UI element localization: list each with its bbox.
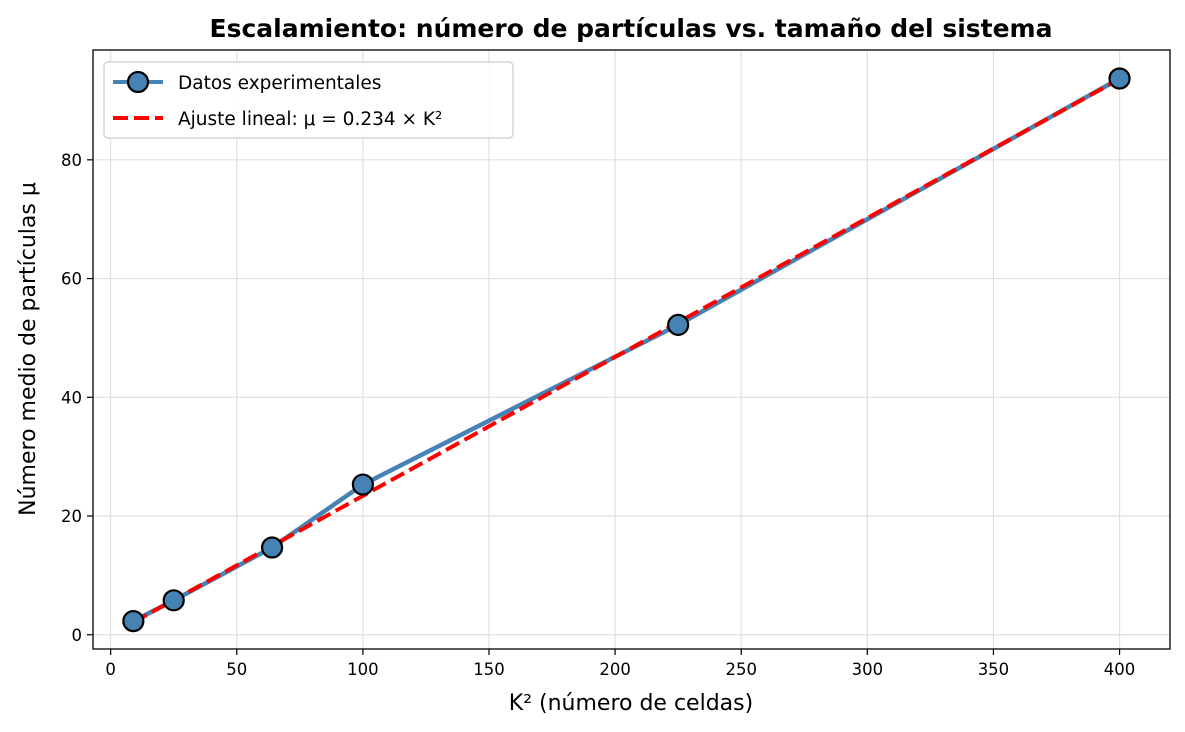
legend-box <box>103 61 514 139</box>
legend-label-fit: Ajuste lineal: μ = 0.234 × K² <box>178 109 442 130</box>
x-tick-label: 100 <box>347 660 379 679</box>
y-axis-label: Número medio de partículas μ <box>16 182 41 516</box>
x-tick-label: 300 <box>852 660 884 679</box>
x-tick-label: 50 <box>226 660 247 679</box>
data-point <box>1108 67 1131 90</box>
y-tick-label: 40 <box>61 388 82 407</box>
data-point <box>260 536 284 559</box>
x-tick-label: 250 <box>725 660 757 679</box>
x-tick-label: 350 <box>978 660 1010 679</box>
legend-marker-data <box>126 70 150 94</box>
y-tick-label: 80 <box>61 151 82 170</box>
legend-label-data: Datos experimentales <box>178 73 381 94</box>
x-tick-label: 0 <box>105 660 116 679</box>
x-tick-label: 150 <box>473 660 505 679</box>
data-point <box>122 609 145 633</box>
y-tick-label: 60 <box>61 270 82 289</box>
data-point <box>351 473 374 496</box>
x-tick-label: 400 <box>1104 660 1136 679</box>
y-tick-label: 20 <box>61 507 82 526</box>
x-tick-label: 200 <box>599 660 631 679</box>
chart-title: Escalamiento: número de partículas vs. t… <box>210 14 1053 43</box>
data-point <box>667 313 690 336</box>
x-axis-label: K² (número de celdas) <box>509 691 753 716</box>
series <box>122 67 1131 633</box>
data-point <box>162 589 185 612</box>
y-tick-label: 0 <box>72 626 83 645</box>
legend: Datos experimentales Ajuste lineal: μ = … <box>103 61 514 139</box>
series-line-ajuste-lineal <box>132 77 1121 625</box>
axes: 0 50 100 150 200 250 300 350 400 0 20 40 60 80 <box>61 151 1135 679</box>
plot-frame <box>92 49 1171 650</box>
